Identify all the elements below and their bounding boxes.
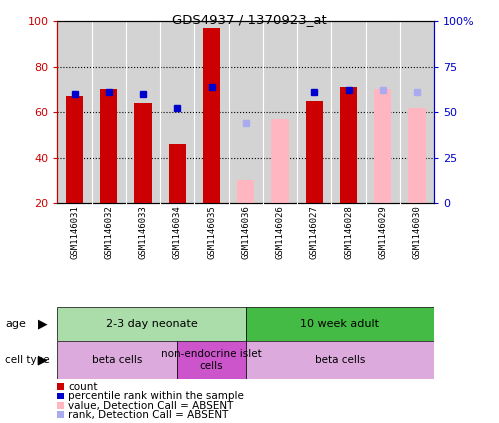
Bar [409,107,426,203]
Bar [66,96,83,203]
Text: value, Detection Call = ABSENT: value, Detection Call = ABSENT [68,401,234,411]
Bar [134,103,152,203]
Text: ▶: ▶ [37,317,47,330]
Bar [203,28,220,203]
Text: rank, Detection Call = ABSENT: rank, Detection Call = ABSENT [68,410,229,420]
Text: beta cells: beta cells [315,355,365,365]
Bar [246,307,434,341]
Text: GSM1146032: GSM1146032 [104,205,113,259]
Text: beta cells: beta cells [92,355,143,365]
Text: GSM1146027: GSM1146027 [310,205,319,259]
Text: 2-3 day neonate: 2-3 day neonate [106,319,198,329]
Text: GDS4937 / 1370923_at: GDS4937 / 1370923_at [172,13,327,26]
Bar [340,87,357,203]
Bar [246,341,434,379]
Text: ▶: ▶ [37,354,47,366]
Bar [169,144,186,203]
Text: GSM1146034: GSM1146034 [173,205,182,259]
Text: GSM1146035: GSM1146035 [207,205,216,259]
Text: non-endocrine islet
cells: non-endocrine islet cells [161,349,262,371]
Bar [177,341,246,379]
Text: GSM1146029: GSM1146029 [378,205,387,259]
Text: cell type: cell type [5,355,49,365]
Text: GSM1146036: GSM1146036 [241,205,250,259]
Text: GSM1146030: GSM1146030 [413,205,422,259]
Bar [57,341,177,379]
Text: GSM1146028: GSM1146028 [344,205,353,259]
Bar [237,180,254,203]
Bar [306,101,323,203]
Text: GSM1146033: GSM1146033 [139,205,148,259]
Bar [374,89,391,203]
Bar [271,119,288,203]
Text: GSM1146026: GSM1146026 [275,205,284,259]
Bar [57,307,246,341]
Text: 10 week adult: 10 week adult [300,319,379,329]
Text: percentile rank within the sample: percentile rank within the sample [68,391,244,401]
Text: GSM1146031: GSM1146031 [70,205,79,259]
Bar [100,89,117,203]
Text: count: count [68,382,98,392]
Text: age: age [5,319,26,329]
